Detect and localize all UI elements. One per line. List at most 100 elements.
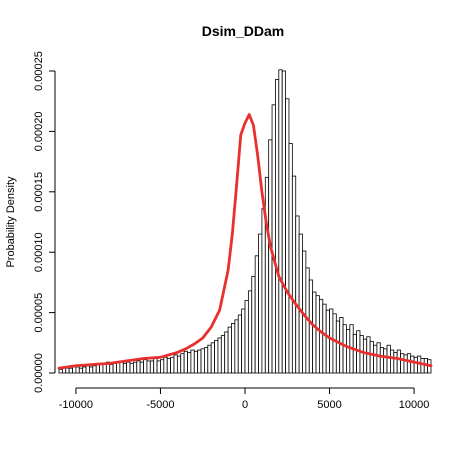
x-axis: -10000 -5000 0 5000 10000 xyxy=(59,387,430,411)
histogram-bar xyxy=(369,341,374,374)
histogram-bar xyxy=(379,347,385,374)
histogram-bar xyxy=(346,329,351,374)
histogram-bar xyxy=(281,70,286,374)
histogram-bar xyxy=(312,291,317,374)
histogram-bar xyxy=(180,353,185,374)
histogram-bar xyxy=(325,309,330,374)
histogram-bar xyxy=(183,350,188,374)
histogram-bar xyxy=(241,308,246,374)
histogram-bar xyxy=(264,176,270,374)
histogram-bar xyxy=(285,98,290,374)
histogram-bar xyxy=(58,368,63,374)
histogram-bar xyxy=(210,342,215,374)
histogram-bar xyxy=(362,338,368,374)
histogram-bar xyxy=(75,366,80,374)
histogram-bar xyxy=(298,233,303,374)
histogram-bar xyxy=(99,364,104,374)
y-tick-label: 0.00020 xyxy=(33,112,45,152)
histogram-bar xyxy=(396,349,401,374)
histogram-bar xyxy=(278,69,283,374)
histogram-bar xyxy=(227,326,232,374)
histogram-bar xyxy=(373,344,378,374)
histogram-bar xyxy=(92,365,97,374)
density-curve xyxy=(57,113,433,370)
histogram-bar xyxy=(406,353,412,374)
histogram-bar xyxy=(420,358,425,374)
histogram-bar xyxy=(400,353,405,374)
histogram-bar xyxy=(308,279,314,374)
histogram-bar xyxy=(315,295,320,374)
histogram-bar xyxy=(332,313,337,374)
histogram-bar xyxy=(335,320,341,374)
histogram-bar xyxy=(109,364,114,374)
histogram-bar xyxy=(247,290,253,374)
histogram-bar xyxy=(268,139,273,374)
x-tick-label: -5000 xyxy=(146,399,174,411)
histogram-bar xyxy=(329,308,334,374)
histogram-bar xyxy=(136,360,141,374)
y-tick-label: 0.00025 xyxy=(33,51,45,91)
histogram-bar xyxy=(359,335,364,374)
histogram-bar xyxy=(146,360,151,374)
histogram-bar xyxy=(352,333,357,374)
histogram-bar xyxy=(102,364,107,374)
histogram-bar xyxy=(342,324,347,374)
x-tick-label: 5000 xyxy=(317,399,341,411)
histogram-bar xyxy=(65,367,70,374)
histogram-bar xyxy=(220,335,226,374)
histogram-bar xyxy=(261,208,266,374)
histogram-bar xyxy=(295,215,300,374)
histogram-bar xyxy=(153,356,158,374)
histogram-bar xyxy=(271,104,276,374)
histogram-bar xyxy=(126,361,131,374)
y-tick-label: 0.00000 xyxy=(33,353,45,393)
histogram-bars xyxy=(58,69,432,374)
histogram-bar xyxy=(237,314,243,374)
histogram-bar xyxy=(254,255,259,374)
histogram-bar xyxy=(231,323,236,374)
histogram-bar xyxy=(68,367,73,374)
histogram-bar xyxy=(170,356,175,374)
histogram-bar xyxy=(376,342,381,374)
histogram-bar xyxy=(204,347,209,374)
chart-title: Dsim_DDam xyxy=(202,23,284,39)
histogram-bar xyxy=(410,355,415,374)
histogram-bar xyxy=(163,356,168,374)
histogram-bar xyxy=(413,356,418,374)
histogram-bar xyxy=(116,361,121,374)
histogram-bar xyxy=(173,354,178,374)
y-tick-label: 0.00005 xyxy=(33,293,45,333)
histogram-bar xyxy=(383,348,388,374)
histogram-bar xyxy=(193,350,199,374)
histogram-bar xyxy=(224,331,229,374)
y-axis: 0.00000 0.00005 0.00010 0.00015 0.00020 0.000… xyxy=(33,51,56,393)
histogram-bar xyxy=(72,366,77,374)
y-tick-label: 0.00010 xyxy=(33,232,45,272)
x-tick-label: 0 xyxy=(242,399,248,411)
histogram-bar xyxy=(275,79,280,374)
histogram-bar xyxy=(393,352,398,374)
histogram-bar xyxy=(143,359,148,374)
histogram-bar xyxy=(129,362,134,374)
histogram-bar xyxy=(82,366,87,374)
histogram-bar xyxy=(386,344,391,374)
x-tick-label: -10000 xyxy=(59,399,93,411)
histogram-bar xyxy=(318,298,324,374)
histogram-bar xyxy=(149,360,155,374)
histogram-bar xyxy=(119,361,124,374)
histogram-bar xyxy=(251,275,256,374)
histogram-bar xyxy=(207,344,212,374)
histogram-bar xyxy=(234,319,239,374)
histogram-bar xyxy=(166,358,172,374)
histogram-bar xyxy=(258,233,263,374)
histogram-bar xyxy=(197,349,202,374)
histogram-bar xyxy=(85,365,90,374)
histogram-bar xyxy=(200,348,205,374)
histogram-bar xyxy=(214,339,219,374)
histogram-bar xyxy=(122,362,128,374)
histogram-bar xyxy=(78,367,84,374)
x-tick-label: 10000 xyxy=(399,399,430,411)
histogram-bar xyxy=(139,361,144,374)
histogram-bar xyxy=(390,349,395,374)
